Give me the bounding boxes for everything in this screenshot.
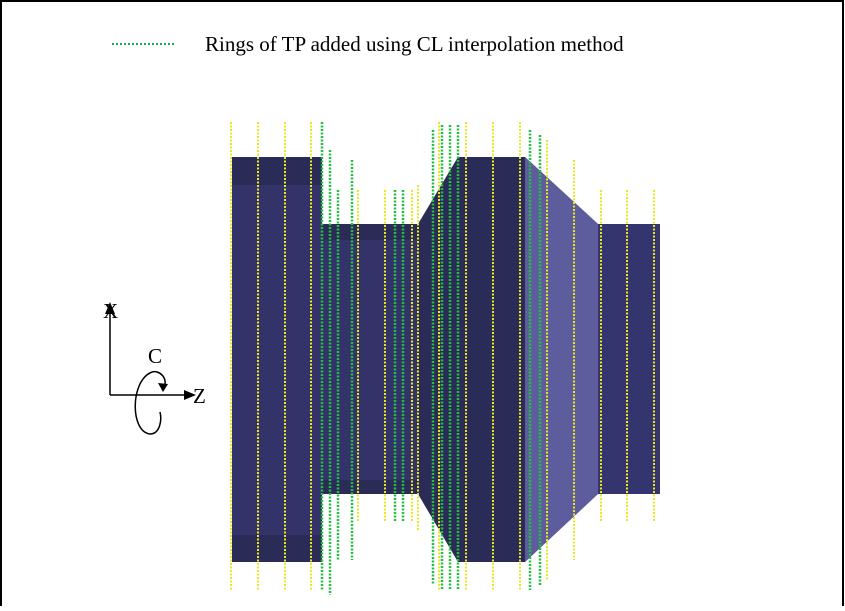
legend-label: Rings of TP added using CL interpolation… xyxy=(205,32,624,56)
figure: Rings of TP added using CL interpolation… xyxy=(0,0,845,606)
x-label: X xyxy=(103,299,118,323)
z-label: Z xyxy=(193,384,206,408)
c-label: C xyxy=(148,344,162,368)
cone-surface xyxy=(525,157,598,562)
band xyxy=(232,185,322,535)
band xyxy=(598,224,660,494)
